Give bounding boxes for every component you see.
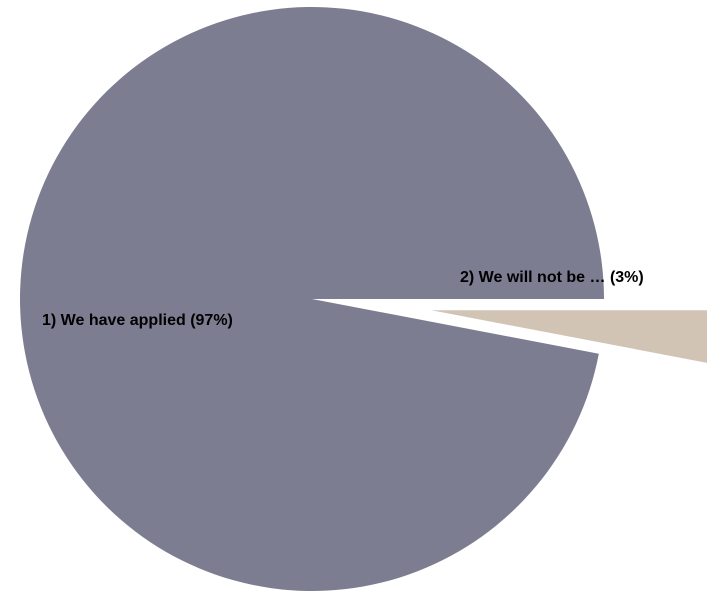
slice-label-1: 1) We have applied (97%) bbox=[42, 312, 233, 329]
pie-slice-1 bbox=[19, 6, 604, 591]
pie-slices bbox=[19, 6, 707, 591]
slice-label-2: 2) We will not be … (3%) bbox=[460, 269, 644, 286]
pie-slice-2 bbox=[431, 310, 707, 363]
pie-labels: 1) We have applied (97%) 2) We will not … bbox=[42, 269, 644, 329]
